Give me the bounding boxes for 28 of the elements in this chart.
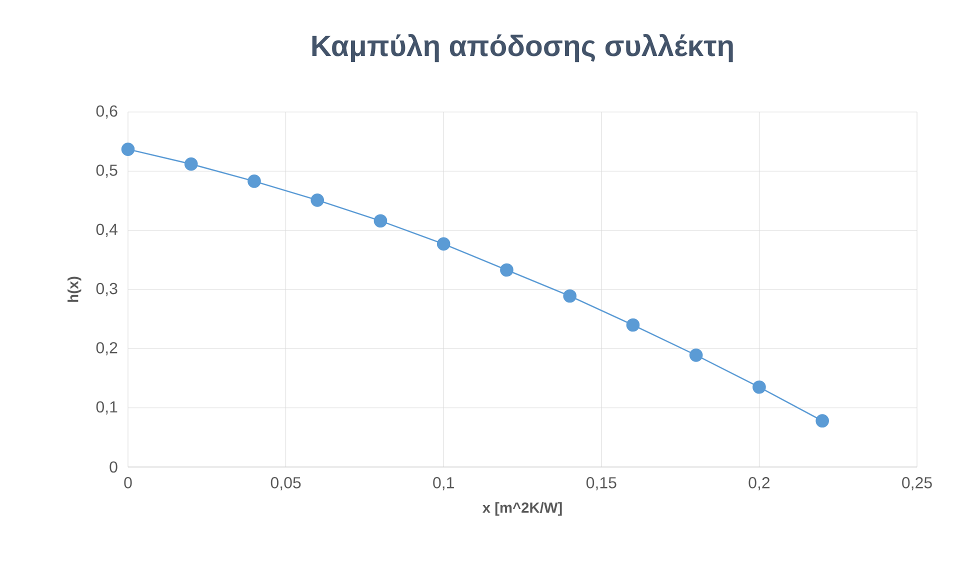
y-tick-label: 0,5 bbox=[96, 164, 118, 178]
point bbox=[563, 289, 577, 303]
chart-title: Καμπύλη απόδοσης συλλέκτη bbox=[312, 34, 733, 62]
y-tick-label: 0,3 bbox=[96, 282, 118, 296]
y-tick-label: 0,1 bbox=[96, 401, 118, 414]
point bbox=[436, 237, 450, 251]
point bbox=[816, 414, 829, 428]
y-axis-title: h(x) bbox=[68, 276, 82, 302]
point bbox=[310, 193, 324, 207]
x-tick-label: 0,1 bbox=[433, 477, 454, 490]
point bbox=[626, 318, 640, 332]
x-tick-label: 0 bbox=[124, 477, 132, 488]
point bbox=[689, 348, 703, 362]
point bbox=[248, 174, 261, 188]
x-tick-label: 0,15 bbox=[586, 477, 616, 490]
x-axis-title: x [m^2K/W] bbox=[482, 502, 562, 516]
y-tick-label: 0,6 bbox=[96, 105, 118, 119]
point bbox=[752, 380, 766, 394]
x-tick-label: 0,25 bbox=[902, 477, 932, 490]
x-tick-label: 0,2 bbox=[748, 477, 770, 490]
point bbox=[121, 142, 135, 156]
point bbox=[374, 214, 388, 228]
point bbox=[184, 157, 198, 171]
point bbox=[500, 263, 514, 277]
y-tick-label: 0,4 bbox=[96, 224, 118, 237]
x-tick-label: 0,05 bbox=[270, 477, 301, 490]
y-tick-label: 0 bbox=[110, 461, 118, 473]
y-tick-label: 0,2 bbox=[96, 342, 118, 356]
